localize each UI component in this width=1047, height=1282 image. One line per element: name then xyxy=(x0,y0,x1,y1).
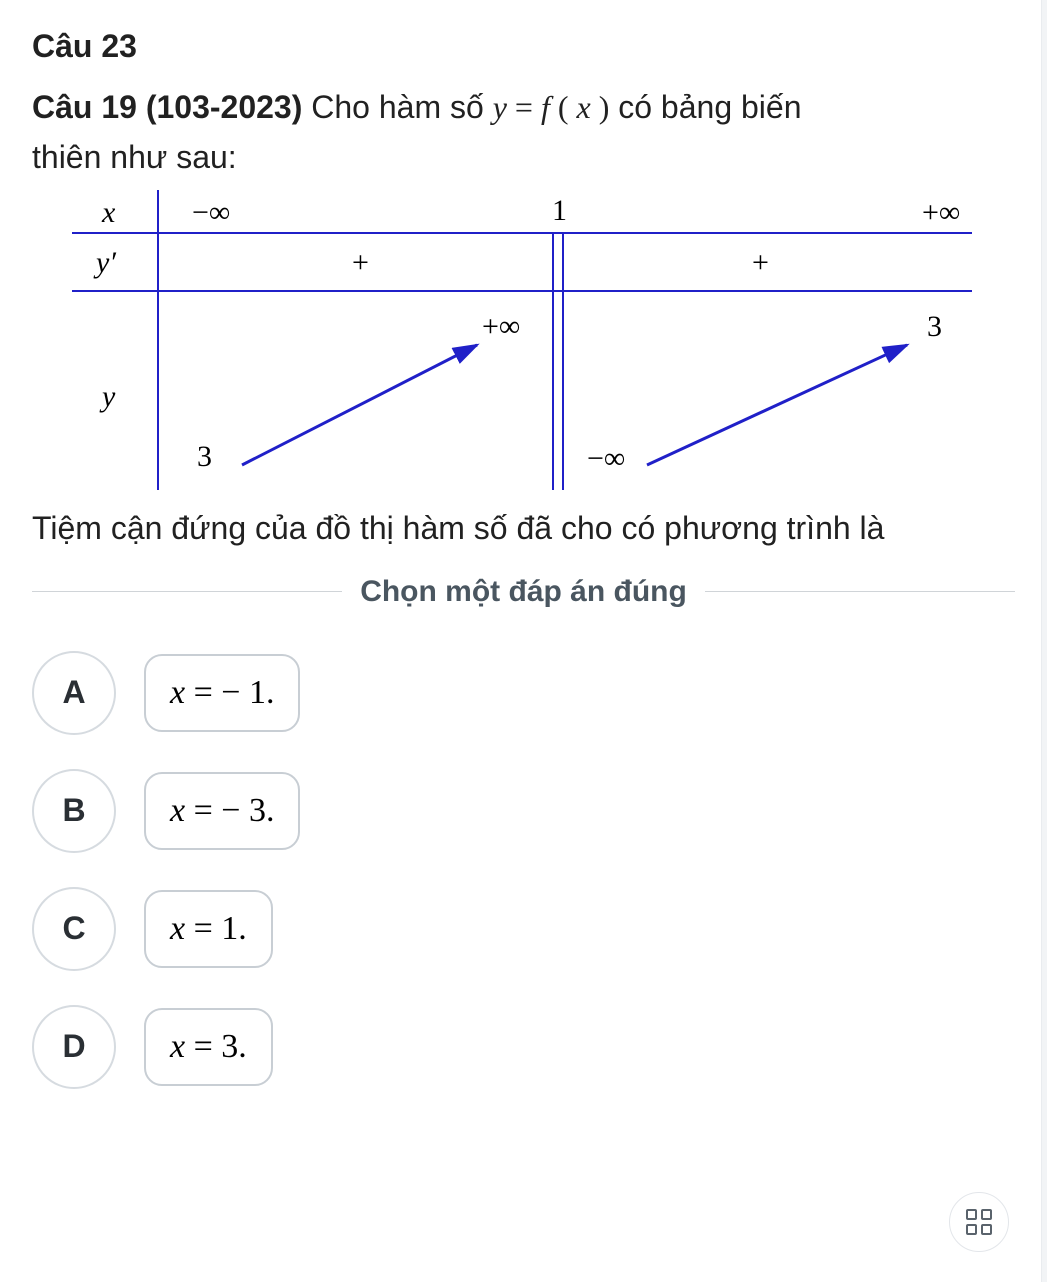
math-paren-close: ) xyxy=(599,89,610,125)
option-c-lhs: x xyxy=(170,910,185,947)
grid-menu-button[interactable] xyxy=(949,1192,1009,1252)
instruction-row: Chọn một đáp án đúng xyxy=(32,575,1015,609)
divider-right xyxy=(705,591,1015,592)
question-before-math: Cho hàm số xyxy=(311,89,492,125)
right-gutter xyxy=(1041,0,1047,1282)
question-text-line2: thiên như sau: xyxy=(32,139,1015,176)
option-c-rhs: = 1. xyxy=(185,910,247,947)
question-tail-text: Tiệm cận đứng của đồ thị hàm số đã cho c… xyxy=(32,510,1015,547)
instruction-text: Chọn một đáp án đúng xyxy=(342,575,705,609)
option-d-circle[interactable]: D xyxy=(32,1005,116,1089)
option-c-box[interactable]: x = 1. xyxy=(144,890,273,968)
vt-arrow-1 xyxy=(52,190,972,490)
math-equals xyxy=(507,89,515,125)
option-c-circle[interactable]: C xyxy=(32,887,116,971)
math-x: x xyxy=(576,89,590,125)
math-y: y xyxy=(493,89,507,125)
option-a-rhs: = − 1. xyxy=(185,674,274,711)
option-a-row[interactable]: A x = − 1. xyxy=(32,651,1015,735)
math-equals-sign: = xyxy=(515,89,533,125)
option-d-lhs: x xyxy=(170,1028,185,1065)
option-b-circle[interactable]: B xyxy=(32,769,116,853)
question-after-math: có bảng biến xyxy=(609,89,801,125)
option-b-rhs: = − 3. xyxy=(185,792,274,829)
grid-icon xyxy=(966,1209,992,1235)
option-d-row[interactable]: D x = 3. xyxy=(32,1005,1015,1089)
option-b-lhs: x xyxy=(170,792,185,829)
option-b-row[interactable]: B x = − 3. xyxy=(32,769,1015,853)
option-c-row[interactable]: C x = 1. xyxy=(32,887,1015,971)
option-d-rhs: = 3. xyxy=(185,1028,247,1065)
option-d-box[interactable]: x = 3. xyxy=(144,1008,273,1086)
question-number-heading: Câu 23 xyxy=(32,28,1015,65)
math-paren-open: ( xyxy=(558,89,569,125)
option-a-lhs: x xyxy=(170,674,185,711)
option-a-circle[interactable]: A xyxy=(32,651,116,735)
divider-left xyxy=(32,591,342,592)
variation-table: x −∞ 1 +∞ y′ + + y 3 +∞ −∞ 3 xyxy=(52,190,972,490)
question-text-line1: Câu 19 (103-2023) Cho hàm số y = f ( x )… xyxy=(32,83,1015,133)
option-a-box[interactable]: x = − 1. xyxy=(144,654,300,732)
math-f: f xyxy=(541,89,550,125)
option-b-box[interactable]: x = − 3. xyxy=(144,772,300,850)
question-source: Câu 19 (103-2023) xyxy=(32,89,311,125)
